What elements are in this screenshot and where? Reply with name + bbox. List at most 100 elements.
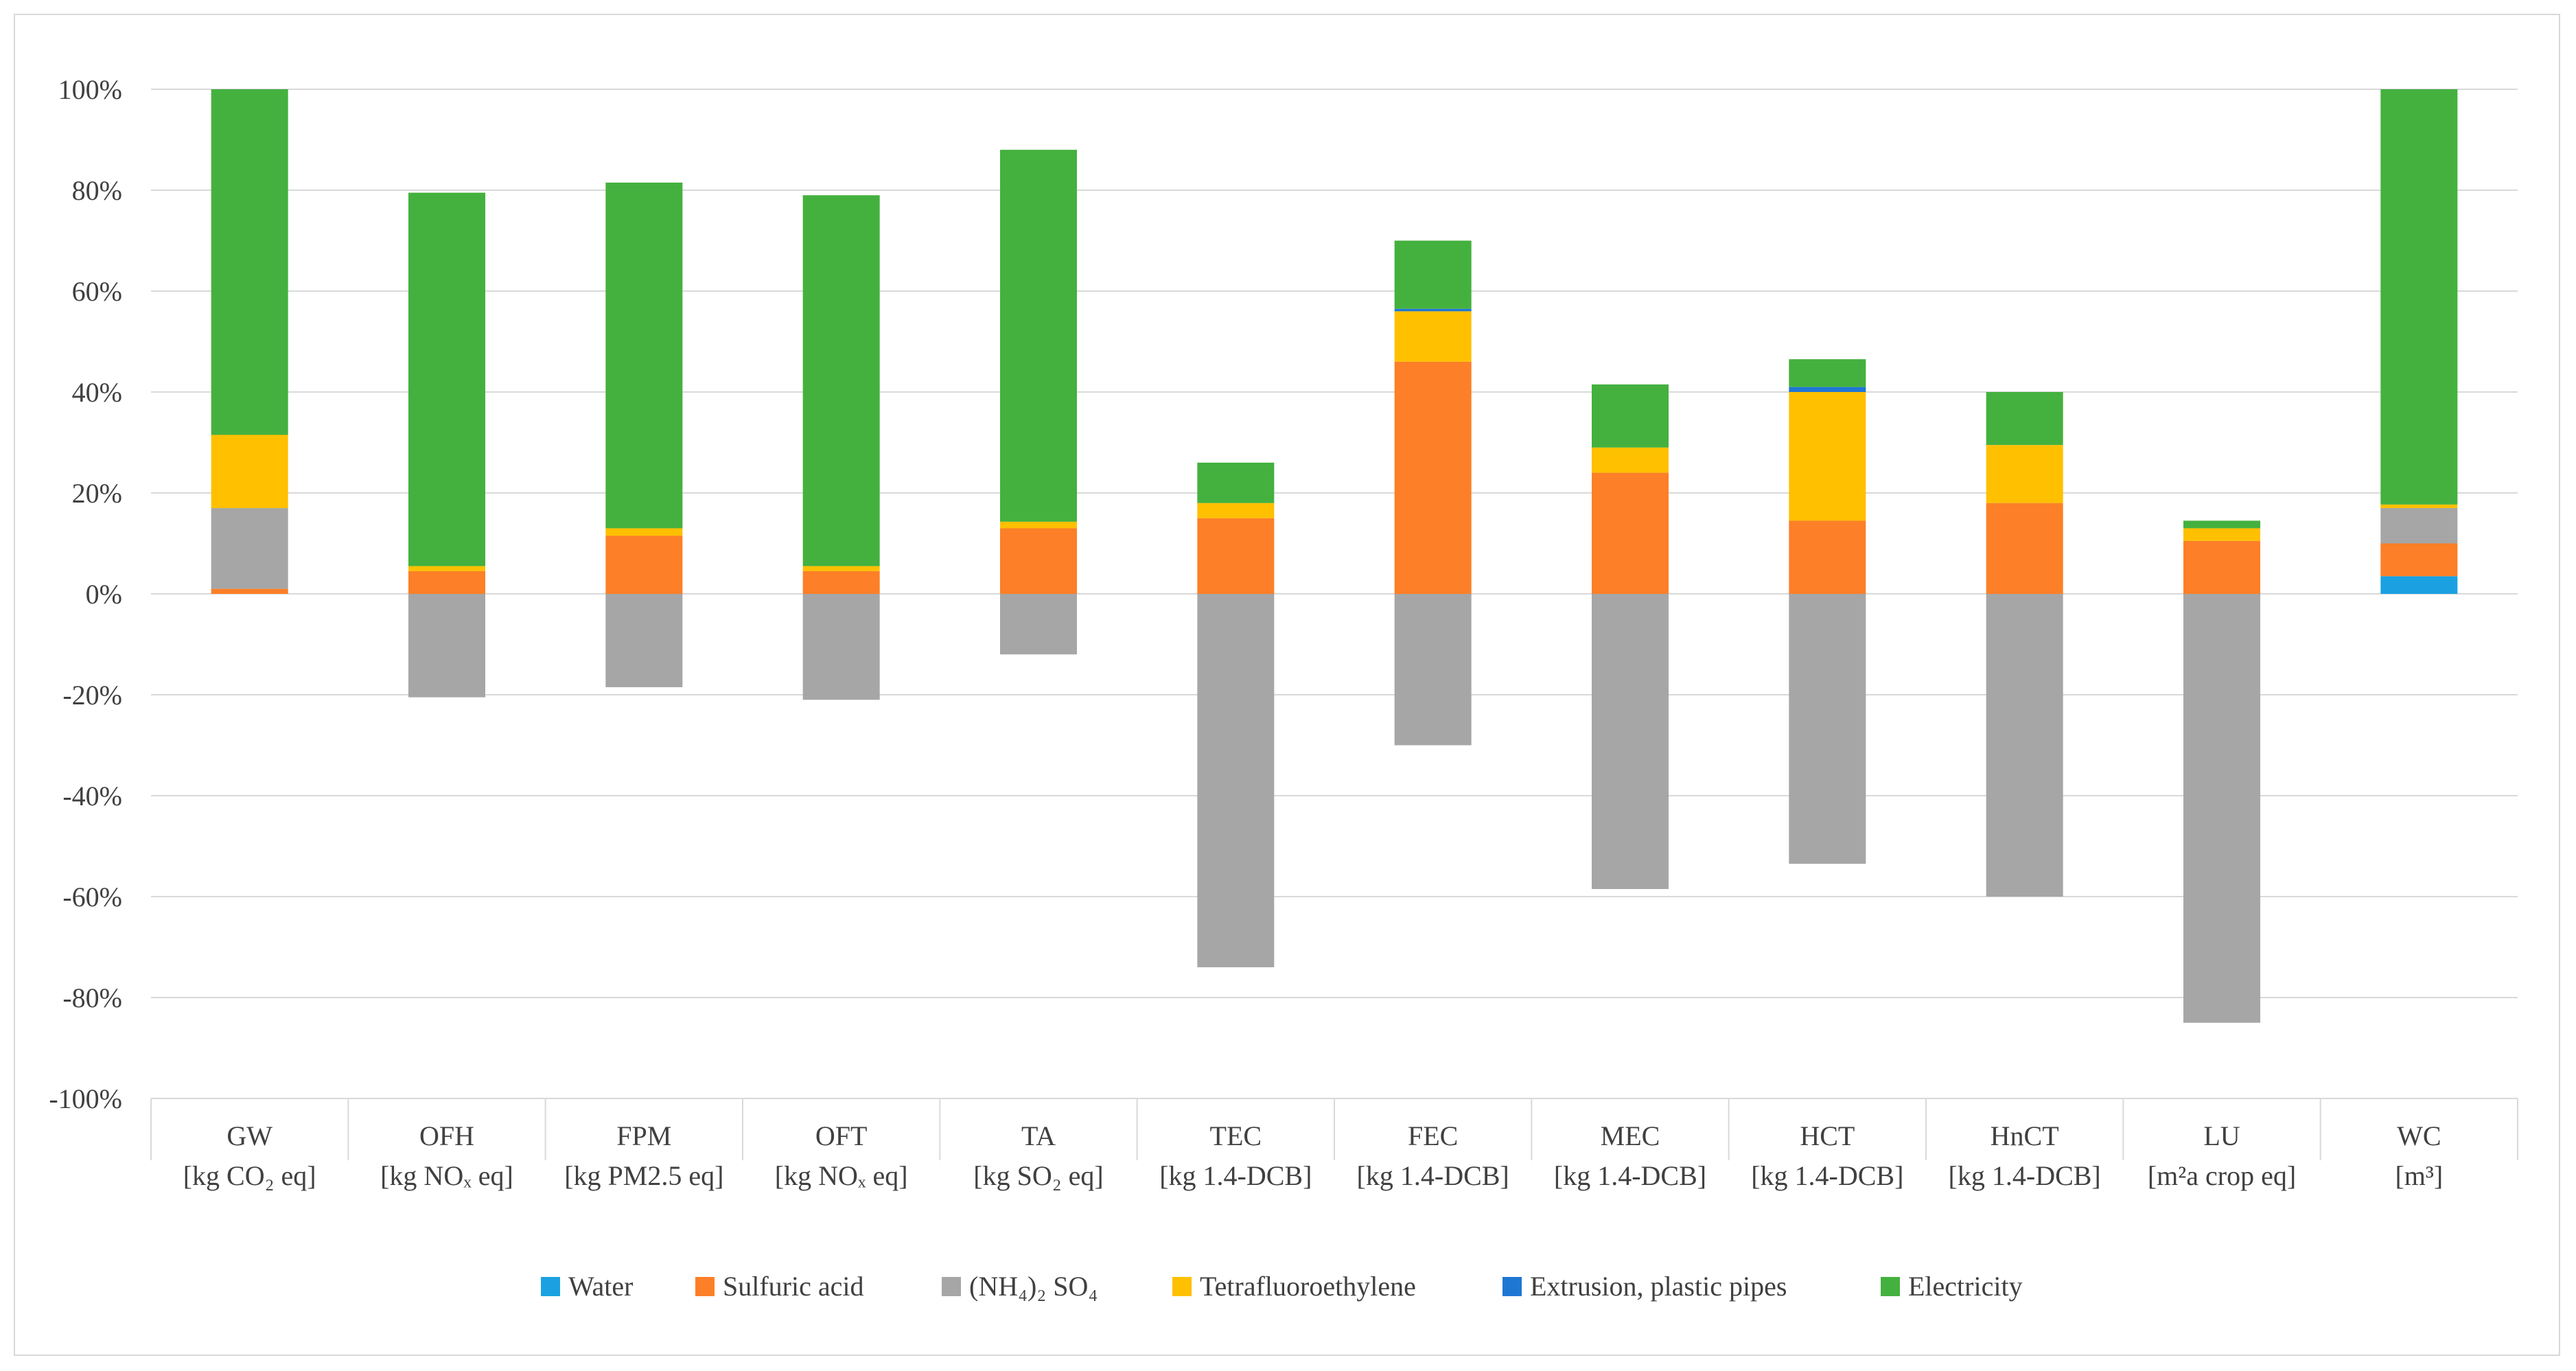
bar-segment-ofh-sulfuric-acid bbox=[408, 571, 485, 594]
bar-segment-hnct-sulfuric-acid bbox=[1986, 503, 2063, 594]
bar-segment-wc-water bbox=[2380, 576, 2458, 594]
bar-segment-oft-electricity bbox=[802, 195, 880, 566]
bar-segment-hnct-tetrafluoroethylene bbox=[1986, 445, 2063, 503]
bar-segment-fec-electricity bbox=[1394, 240, 1472, 309]
bar-segment-hct-sulfuric-acid bbox=[1789, 520, 1866, 594]
bar-segment-oft-tetrafluoroethylene bbox=[802, 566, 880, 571]
y-tick-label: -40% bbox=[62, 781, 122, 811]
x-category-unit: [kg CO₂ eq] bbox=[183, 1160, 316, 1191]
bar-segment-tec-nh-so bbox=[1197, 594, 1275, 967]
bar-segment-mec-sulfuric-acid bbox=[1592, 472, 1669, 594]
y-tick-label: -20% bbox=[62, 680, 122, 711]
y-tick-label: 60% bbox=[72, 276, 122, 307]
y-tick-label: 40% bbox=[72, 377, 122, 408]
legend-label: Sulfuric acid bbox=[723, 1271, 864, 1302]
bar-segment-ofh-tetrafluoroethylene bbox=[408, 566, 485, 571]
x-category-unit: [kg NOₓ eq] bbox=[775, 1160, 908, 1191]
bar-segment-wc-sulfuric-acid bbox=[2380, 543, 2458, 577]
y-tick-label: 20% bbox=[72, 478, 122, 509]
legend-swatch bbox=[1172, 1277, 1192, 1296]
bar-segment-mec-tetrafluoroethylene bbox=[1592, 447, 1669, 473]
bar-segment-oft-sulfuric-acid bbox=[802, 571, 880, 594]
bar-segment-gw-nh-so bbox=[211, 508, 288, 589]
y-tick-label: 0% bbox=[86, 579, 122, 610]
bar-segment-hct-electricity bbox=[1789, 359, 1866, 387]
bar-segment-fec-extrusion-plastic-pipes bbox=[1394, 308, 1472, 312]
x-category-unit: [kg 1.4-DCB] bbox=[1554, 1160, 1706, 1191]
y-tick-label: 100% bbox=[58, 74, 122, 105]
bar-segment-ta-sulfuric-acid bbox=[1000, 528, 1077, 594]
bar-segment-lu-tetrafluoroethylene bbox=[2183, 528, 2260, 541]
bar-segment-hnct-electricity bbox=[1986, 392, 2063, 446]
x-category-unit: [kg 1.4-DCB] bbox=[1751, 1160, 1903, 1191]
x-category-unit: [kg 1.4-DCB] bbox=[1357, 1160, 1509, 1191]
legend-label: (NH₄)₂ SO₄ bbox=[969, 1271, 1098, 1302]
bar-segment-hct-nh-so bbox=[1789, 594, 1866, 864]
x-category-unit: [kg 1.4-DCB] bbox=[1159, 1160, 1312, 1191]
bar-segment-tec-electricity bbox=[1197, 462, 1275, 503]
x-category-label: MEC bbox=[1601, 1120, 1660, 1151]
legend-label: Tetrafluoroethylene bbox=[1200, 1271, 1416, 1302]
legend: Water Sulfuric acid (NH₄)₂ SO₄ Tetrafluoroe… bbox=[541, 1271, 2023, 1302]
x-category-label: HnCT bbox=[1991, 1120, 2059, 1151]
bar-segment-gw-tetrafluoroethylene bbox=[211, 435, 288, 509]
x-category-label: LU bbox=[2203, 1120, 2240, 1151]
bar-segment-ta-nh-so bbox=[1000, 594, 1077, 655]
bar-segment-mec-nh-so bbox=[1592, 594, 1669, 889]
legend-swatch bbox=[695, 1277, 715, 1296]
x-category-unit: [kg NOₓ eq] bbox=[380, 1160, 513, 1191]
bar-segment-fpm-sulfuric-acid bbox=[605, 535, 683, 594]
bar-segment-fec-tetrafluoroethylene bbox=[1394, 311, 1472, 362]
x-category-label: HCT bbox=[1800, 1120, 1855, 1151]
legend-swatch bbox=[942, 1277, 961, 1296]
x-category-label: TEC bbox=[1210, 1120, 1262, 1151]
x-category-unit: [kg 1.4-DCB] bbox=[1949, 1160, 2101, 1191]
bar-segment-fec-nh-so bbox=[1394, 594, 1472, 746]
bar-segment-lu-nh-so bbox=[2183, 594, 2260, 1023]
y-tick-label: -60% bbox=[62, 882, 122, 912]
x-category-unit: [kg PM2.5 eq] bbox=[564, 1160, 723, 1191]
y-tick-label: -80% bbox=[62, 982, 122, 1013]
x-category-label: FPM bbox=[616, 1120, 671, 1151]
legend-swatch bbox=[541, 1277, 560, 1296]
bar-segment-hnct-nh-so bbox=[1986, 594, 2063, 897]
bar-segment-ta-tetrafluoroethylene bbox=[1000, 521, 1077, 529]
x-category-unit: [m³] bbox=[2395, 1160, 2443, 1191]
bar-segment-tec-tetrafluoroethylene bbox=[1197, 503, 1275, 518]
bar-segment-lu-electricity bbox=[2183, 520, 2260, 529]
bar-segment-tec-sulfuric-acid bbox=[1197, 518, 1275, 594]
bar-segment-gw-sulfuric-acid bbox=[211, 588, 288, 594]
legend-label: Electricity bbox=[1908, 1271, 2023, 1302]
legend-swatch bbox=[1881, 1277, 1900, 1296]
bar-segment-fpm-tetrafluoroethylene bbox=[605, 528, 683, 536]
bar-segment-ofh-nh-so bbox=[408, 594, 485, 698]
bar-segment-mec-electricity bbox=[1592, 384, 1669, 448]
bar-segment-ta-electricity bbox=[1000, 150, 1077, 522]
x-category-label: FEC bbox=[1408, 1120, 1458, 1151]
bar-segment-fpm-nh-so bbox=[605, 594, 683, 687]
x-category-label: OFT bbox=[815, 1120, 868, 1151]
legend-label: Extrusion, plastic pipes bbox=[1530, 1271, 1787, 1302]
y-tick-label: -100% bbox=[49, 1083, 122, 1114]
bar-segment-lu-sulfuric-acid bbox=[2183, 540, 2260, 594]
bar-segment-fpm-electricity bbox=[605, 182, 683, 529]
y-tick-label: 80% bbox=[72, 175, 122, 206]
x-category-label: TA bbox=[1021, 1120, 1056, 1151]
bar-segment-wc-nh-so bbox=[2380, 508, 2458, 544]
x-category-label: WC bbox=[2397, 1120, 2441, 1151]
bar-segment-oft-nh-so bbox=[802, 594, 880, 700]
legend-swatch bbox=[1502, 1277, 1522, 1296]
x-category-unit: [m²a crop eq] bbox=[2148, 1160, 2296, 1191]
legend-label: Water bbox=[568, 1271, 634, 1302]
bar-segment-ofh-electricity bbox=[408, 192, 485, 566]
bar-segment-hct-extrusion-plastic-pipes bbox=[1789, 387, 1866, 392]
bar-segment-wc-electricity bbox=[2380, 89, 2458, 505]
bar-segment-fec-sulfuric-acid bbox=[1394, 361, 1472, 594]
bar-segment-gw-electricity bbox=[211, 89, 288, 435]
x-category-unit: [kg SO₂ eq] bbox=[973, 1160, 1103, 1191]
x-category-label: OFH bbox=[419, 1120, 474, 1151]
gridlines bbox=[151, 89, 2518, 1099]
bar-segment-wc-tetrafluoroethylene bbox=[2380, 504, 2458, 509]
axes: -100% -80% -60% -40% -20% 0% 20% 40% 60% 80% 100% G… bbox=[49, 74, 2518, 1191]
